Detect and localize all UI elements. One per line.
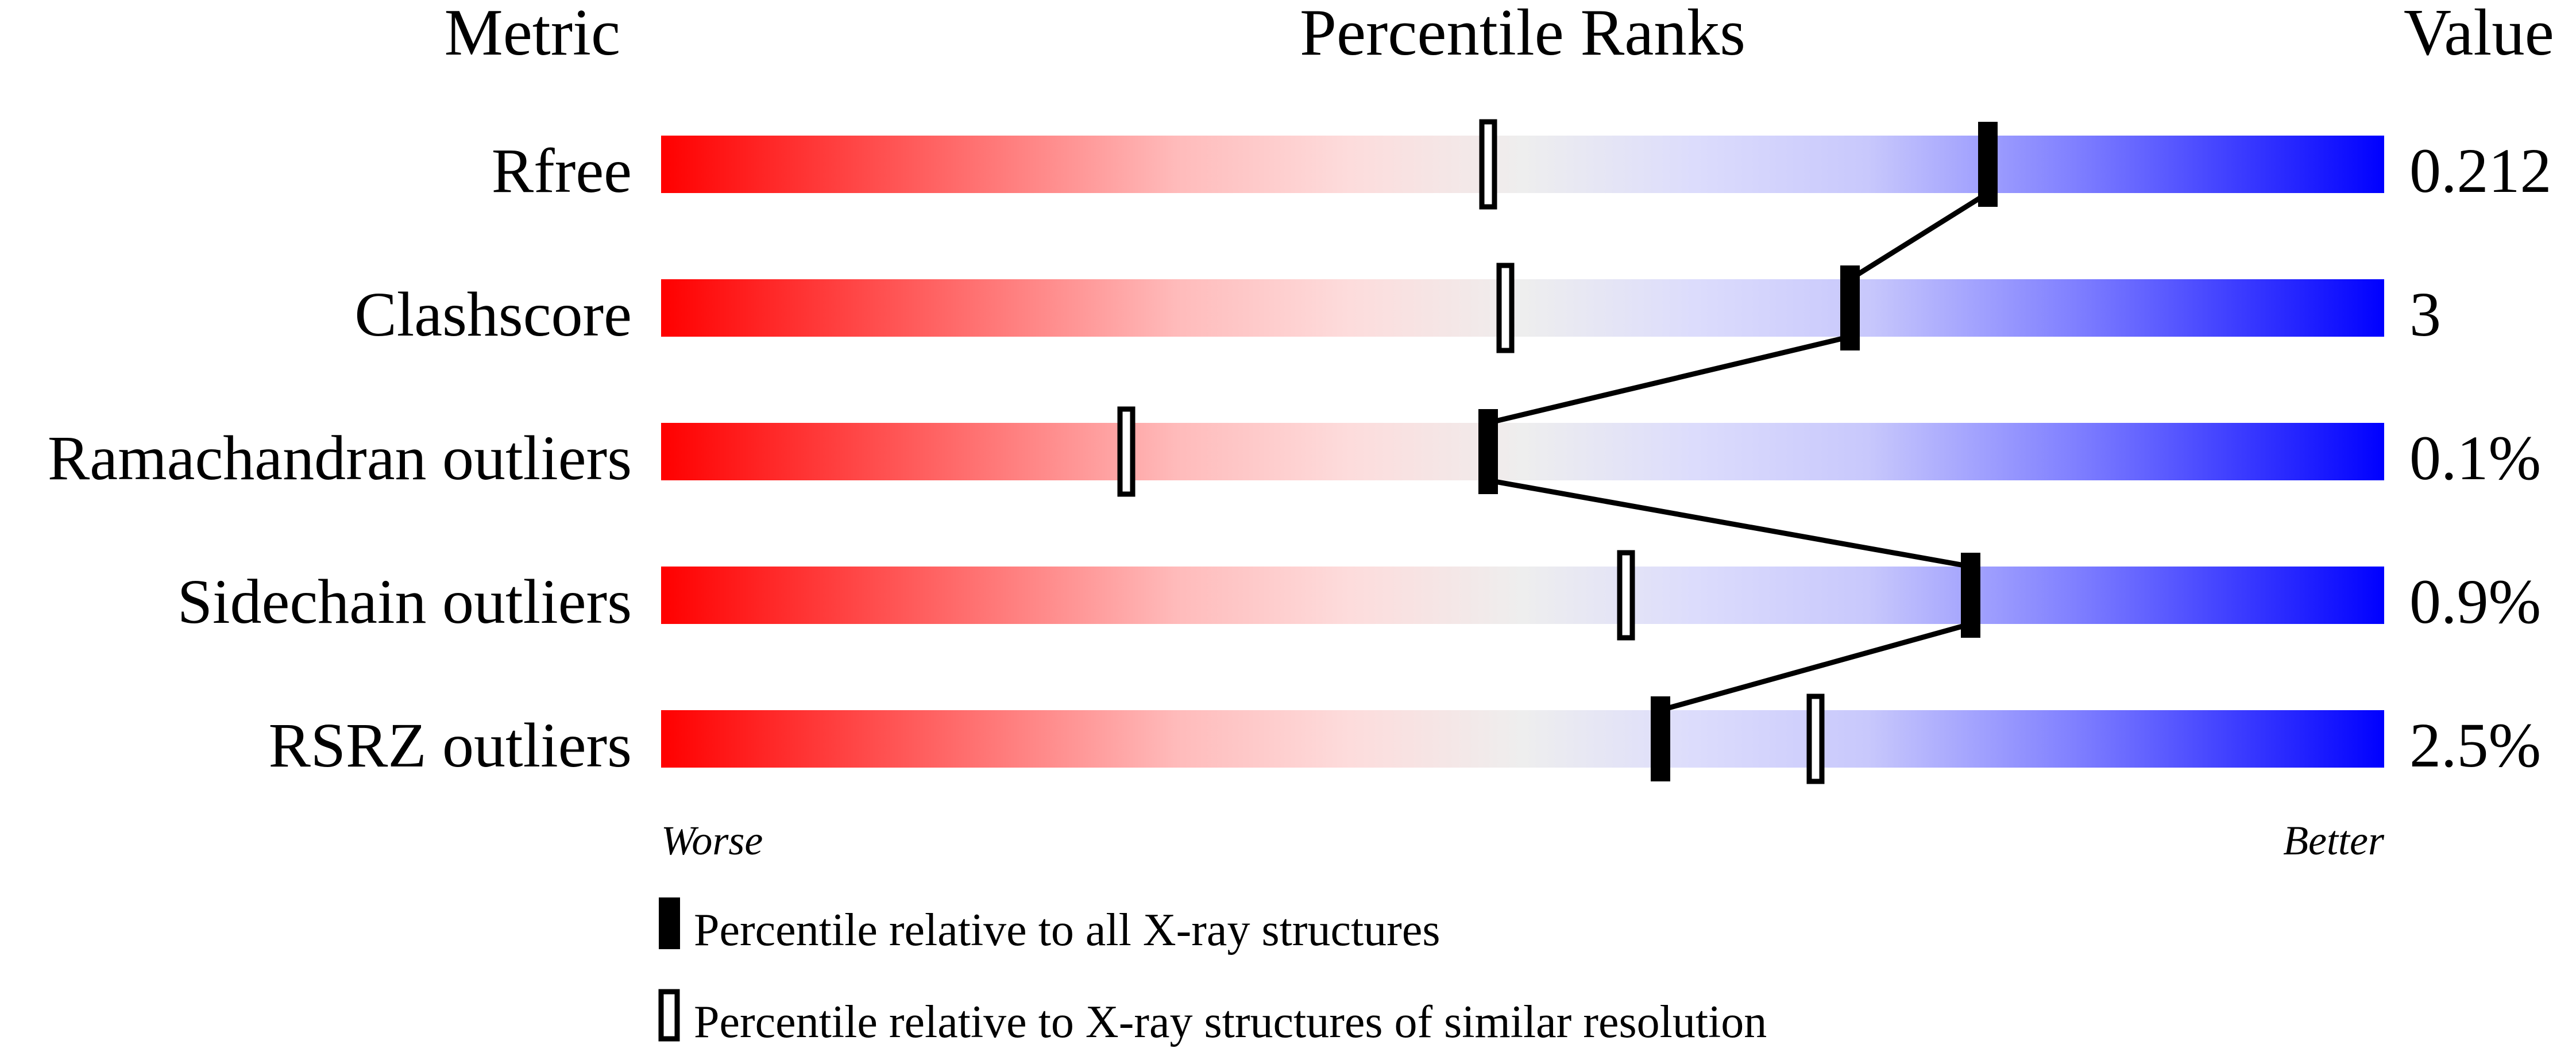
metric-value: 0.1% (2409, 423, 2541, 493)
header-percentile-ranks: Percentile Ranks (1300, 0, 1745, 69)
connector-line (1848, 191, 1990, 282)
worse-label: Worse (661, 818, 763, 864)
metric-row: RSRZ outliers 2.5% (268, 693, 2541, 784)
metric-label: Sidechain outliers (177, 567, 632, 637)
metric-value: 0.9% (2409, 567, 2541, 637)
header-value: Value (2404, 0, 2554, 69)
similar-resolution-marker (1479, 119, 1497, 210)
similar-resolution-marker (1496, 263, 1515, 353)
metric-value: 2.5% (2409, 710, 2541, 780)
metric-row: Rfree 0.212 (492, 119, 2552, 210)
percentile-bar (661, 567, 2384, 624)
connector-line (1487, 334, 1851, 426)
metric-label: Clashscore (354, 279, 632, 349)
similar-resolution-marker (1617, 550, 1635, 641)
metric-value: 0.212 (2409, 136, 2552, 206)
percentile-bar (661, 710, 2384, 768)
percentile-bar (661, 136, 2384, 193)
metric-value: 3 (2409, 279, 2441, 349)
legend-open-marker (658, 989, 680, 1042)
header-metric: Metric (444, 0, 620, 69)
connector-line (1488, 477, 1971, 569)
metric-label: RSRZ outliers (268, 710, 632, 780)
similar-resolution-marker (1806, 693, 1825, 784)
legend-filled-marker (659, 897, 680, 949)
all-structures-marker (1978, 122, 1998, 207)
metric-row: Ramachandran outliers 0.1% (48, 406, 2541, 497)
legend-all-text: Percentile relative to all X-ray structu… (694, 905, 1440, 955)
metric-row: Clashscore 3 (354, 263, 2441, 353)
metric-label: Ramachandran outliers (48, 423, 632, 493)
connector-line (1659, 621, 1972, 713)
similar-resolution-marker (1117, 406, 1136, 497)
percentile-bar (661, 423, 2384, 480)
better-label: Better (2283, 818, 2385, 864)
metric-label: Rfree (492, 136, 632, 206)
metric-row: Sidechain outliers 0.9% (177, 550, 2541, 641)
percentile-bar (661, 279, 2384, 337)
legend-similar-text: Percentile relative to X-ray structures … (694, 997, 1767, 1047)
